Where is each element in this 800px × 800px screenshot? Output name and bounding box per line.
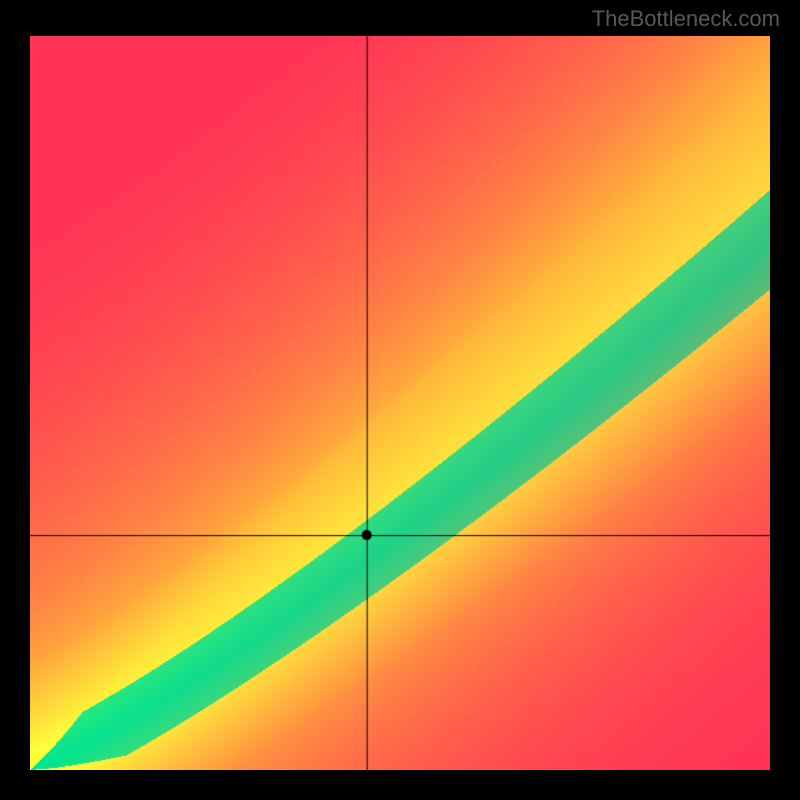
watermark-text: TheBottleneck.com bbox=[592, 6, 780, 32]
bottleneck-heatmap bbox=[30, 36, 770, 770]
chart-container: TheBottleneck.com bbox=[0, 0, 800, 800]
